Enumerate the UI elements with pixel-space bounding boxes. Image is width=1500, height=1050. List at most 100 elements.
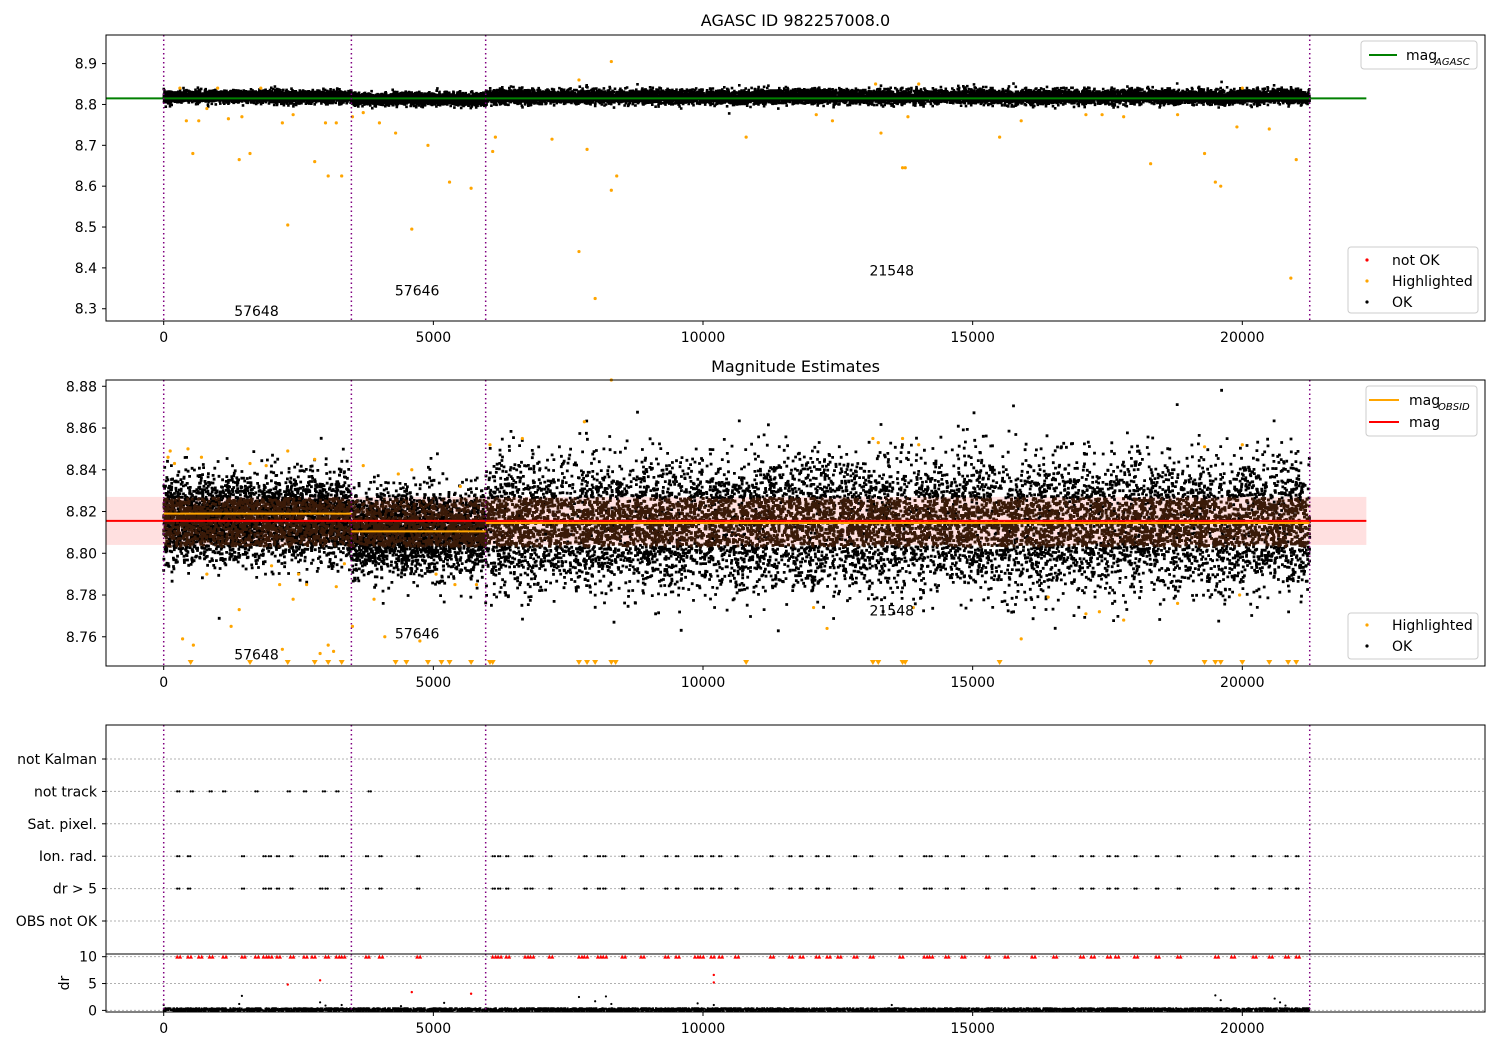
flag-point bbox=[550, 887, 553, 890]
legend-point-label: OK bbox=[1392, 639, 1413, 655]
dr-capped-marker bbox=[291, 954, 296, 959]
flag-point bbox=[1054, 887, 1057, 890]
highlighted-point bbox=[593, 296, 597, 301]
flag-point bbox=[602, 887, 605, 890]
highlighted-point bbox=[205, 572, 209, 576]
dr-capped-marker bbox=[301, 954, 306, 959]
dr-not-ok-point bbox=[469, 992, 473, 995]
highlighted-point bbox=[814, 113, 818, 117]
highlighted-point bbox=[1100, 113, 1104, 117]
x-tick-label: 15000 bbox=[950, 330, 995, 346]
flag-point bbox=[1254, 887, 1257, 890]
flag-category-label: OBS not OK bbox=[16, 914, 98, 930]
y-tick-label: 8.3 bbox=[75, 302, 97, 318]
flag-point bbox=[718, 855, 721, 858]
dr-capped-marker bbox=[1157, 954, 1162, 959]
flag-point bbox=[1295, 887, 1298, 890]
out-of-range-marker bbox=[424, 660, 431, 665]
flag-point bbox=[788, 855, 791, 858]
dr-ok-point bbox=[319, 1001, 322, 1004]
dr-capped-marker bbox=[677, 954, 682, 959]
dr-capped-marker bbox=[666, 954, 671, 959]
dr-capped-marker bbox=[1232, 954, 1237, 959]
dr-capped-marker bbox=[798, 954, 803, 959]
flag-point bbox=[855, 855, 858, 858]
flag-point bbox=[623, 855, 626, 858]
highlighted-point bbox=[350, 624, 355, 628]
flag-point bbox=[585, 887, 588, 890]
legend-point-swatch bbox=[1365, 258, 1369, 262]
dr-ok-point bbox=[1214, 994, 1217, 997]
dr-capped-marker bbox=[768, 954, 773, 959]
dr-capped-marker bbox=[1006, 954, 1011, 959]
flag-point bbox=[1178, 855, 1181, 858]
flag-point bbox=[302, 790, 306, 793]
agasc-magnitude-panel: AGASC ID 982257008.0 57648 57646 21548 0 5000… bbox=[75, 11, 1486, 346]
highlighted-point bbox=[326, 643, 330, 647]
dr-capped-marker bbox=[507, 954, 512, 959]
dr-capped-marker bbox=[674, 954, 679, 959]
flag-point bbox=[493, 855, 496, 858]
flag-point bbox=[666, 855, 669, 858]
flag-point bbox=[262, 855, 265, 858]
highlighted-point bbox=[377, 121, 382, 125]
legend-point-swatch bbox=[1365, 623, 1369, 627]
highlighted-point bbox=[199, 455, 204, 459]
dr-ok-point bbox=[696, 1002, 699, 1005]
highlighted-point bbox=[237, 608, 241, 612]
highlighted-point bbox=[474, 582, 479, 587]
dr-capped-marker bbox=[196, 954, 201, 959]
highlighted-point bbox=[1097, 610, 1101, 614]
dr-capped-marker bbox=[814, 954, 819, 959]
flag-point bbox=[529, 855, 532, 858]
flag-point bbox=[269, 855, 273, 858]
flag-point bbox=[1176, 887, 1179, 890]
flag-point bbox=[321, 855, 324, 858]
flag-point bbox=[693, 855, 697, 858]
dr-capped-marker bbox=[922, 954, 927, 959]
highlighted-point bbox=[491, 149, 495, 154]
dr-capped-marker bbox=[946, 954, 951, 959]
flag-point bbox=[367, 790, 370, 793]
flag-point bbox=[531, 887, 534, 890]
highlighted-point bbox=[871, 436, 875, 441]
flag-point bbox=[1176, 855, 1179, 858]
plot-frame bbox=[105, 34, 1486, 322]
flag-point bbox=[790, 887, 793, 890]
y-tick-label: 8.86 bbox=[66, 421, 97, 437]
highlighted-point bbox=[1267, 127, 1271, 131]
flag-point bbox=[1297, 855, 1300, 858]
dr-capped-marker bbox=[771, 954, 776, 959]
dr-capped-marker bbox=[274, 954, 279, 959]
flag-point bbox=[639, 855, 643, 858]
dr-capped-marker bbox=[221, 954, 226, 959]
flag-point bbox=[1052, 887, 1055, 890]
dr-capped-marker bbox=[852, 954, 857, 959]
highlighted-point bbox=[906, 115, 910, 119]
dr-capped-marker bbox=[1213, 954, 1218, 959]
flag-point bbox=[340, 887, 343, 890]
highlighted-point bbox=[248, 461, 252, 466]
flag-point bbox=[189, 855, 192, 858]
highlighted-point bbox=[340, 174, 344, 178]
x-tick-label: 5000 bbox=[416, 675, 452, 691]
dr-capped-marker bbox=[1270, 954, 1275, 959]
flag-point bbox=[1295, 855, 1298, 858]
flag-category-label: Sat. pixel. bbox=[28, 817, 97, 833]
dr-capped-marker bbox=[499, 954, 504, 959]
highlighted-point bbox=[180, 637, 185, 641]
dr-ok-point bbox=[604, 995, 608, 998]
dr-ok-point bbox=[1284, 1004, 1287, 1007]
highlighted-point bbox=[191, 151, 195, 156]
flag-point bbox=[499, 855, 502, 858]
highlighted-point bbox=[305, 582, 309, 587]
highlighted-point bbox=[1235, 125, 1239, 129]
flag-point bbox=[326, 887, 329, 890]
highlighted-point bbox=[291, 113, 295, 117]
x-tick-label: 10000 bbox=[681, 675, 726, 691]
flag-point bbox=[1214, 855, 1217, 858]
dr-capped-marker bbox=[1089, 954, 1094, 959]
flag-point bbox=[240, 887, 244, 890]
flag-point bbox=[815, 855, 818, 858]
flag-point bbox=[664, 887, 667, 890]
